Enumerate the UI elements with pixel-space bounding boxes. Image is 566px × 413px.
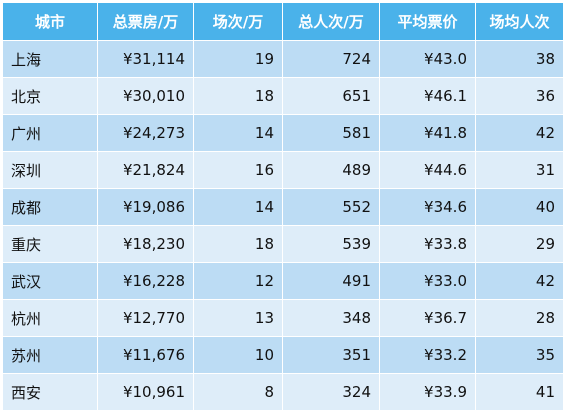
cell-total-box-office: ¥21,824 bbox=[97, 151, 194, 189]
cell-average-ticket-price: ¥33.8 bbox=[379, 225, 476, 263]
table-row: 广州 ¥24,273 14 581 ¥41.8 42 bbox=[2, 114, 564, 152]
cell-total-box-office: ¥31,114 bbox=[97, 40, 194, 78]
cell-city: 广州 bbox=[2, 114, 98, 152]
header-total-box-office: 总票房/万 bbox=[97, 2, 194, 41]
cell-admissions-per-screening: 42 bbox=[475, 262, 564, 300]
cell-city: 北京 bbox=[2, 77, 98, 115]
cell-total-box-office: ¥10,961 bbox=[97, 373, 194, 411]
cell-city: 杭州 bbox=[2, 299, 98, 337]
table-row: 重庆 ¥18,230 18 539 ¥33.8 29 bbox=[2, 225, 564, 263]
cell-average-ticket-price: ¥36.7 bbox=[379, 299, 476, 337]
table-row: 杭州 ¥12,770 13 348 ¥36.7 28 bbox=[2, 299, 564, 337]
cell-screenings: 18 bbox=[193, 77, 283, 115]
cell-city: 武汉 bbox=[2, 262, 98, 300]
table-row: 苏州 ¥11,676 10 351 ¥33.2 35 bbox=[2, 336, 564, 374]
cell-screenings: 10 bbox=[193, 336, 283, 374]
cell-screenings: 14 bbox=[193, 114, 283, 152]
header-admissions-per-screening: 场均人次 bbox=[475, 2, 564, 41]
header-screenings: 场次/万 bbox=[193, 2, 283, 41]
cell-screenings: 8 bbox=[193, 373, 283, 411]
header-row: 城市 总票房/万 场次/万 总人次/万 平均票价 场均人次 bbox=[2, 2, 564, 41]
cell-average-ticket-price: ¥46.1 bbox=[379, 77, 476, 115]
table-row: 武汉 ¥16,228 12 491 ¥33.0 42 bbox=[2, 262, 564, 300]
cell-admissions-per-screening: 38 bbox=[475, 40, 564, 78]
cell-admissions-per-screening: 41 bbox=[475, 373, 564, 411]
cell-total-admissions: 724 bbox=[282, 40, 380, 78]
cell-screenings: 13 bbox=[193, 299, 283, 337]
cell-admissions-per-screening: 31 bbox=[475, 151, 564, 189]
cell-total-admissions: 581 bbox=[282, 114, 380, 152]
cell-screenings: 19 bbox=[193, 40, 283, 78]
cell-screenings: 12 bbox=[193, 262, 283, 300]
cell-admissions-per-screening: 40 bbox=[475, 188, 564, 226]
cell-admissions-per-screening: 42 bbox=[475, 114, 564, 152]
header-average-ticket-price: 平均票价 bbox=[379, 2, 476, 41]
cell-average-ticket-price: ¥41.8 bbox=[379, 114, 476, 152]
cell-admissions-per-screening: 36 bbox=[475, 77, 564, 115]
cell-admissions-per-screening: 35 bbox=[475, 336, 564, 374]
table-row: 深圳 ¥21,824 16 489 ¥44.6 31 bbox=[2, 151, 564, 189]
table-row: 北京 ¥30,010 18 651 ¥46.1 36 bbox=[2, 77, 564, 115]
cell-city: 成都 bbox=[2, 188, 98, 226]
header-total-admissions: 总人次/万 bbox=[282, 2, 380, 41]
cell-total-box-office: ¥30,010 bbox=[97, 77, 194, 115]
cell-total-admissions: 552 bbox=[282, 188, 380, 226]
cell-screenings: 16 bbox=[193, 151, 283, 189]
cell-admissions-per-screening: 28 bbox=[475, 299, 564, 337]
cell-average-ticket-price: ¥34.6 bbox=[379, 188, 476, 226]
header-city: 城市 bbox=[2, 2, 98, 41]
cell-total-admissions: 651 bbox=[282, 77, 380, 115]
cell-city: 深圳 bbox=[2, 151, 98, 189]
cell-total-admissions: 539 bbox=[282, 225, 380, 263]
cell-total-box-office: ¥19,086 bbox=[97, 188, 194, 226]
cell-total-admissions: 351 bbox=[282, 336, 380, 374]
cell-total-box-office: ¥12,770 bbox=[97, 299, 194, 337]
cell-city: 西安 bbox=[2, 373, 98, 411]
cell-average-ticket-price: ¥44.6 bbox=[379, 151, 476, 189]
cell-city: 上海 bbox=[2, 40, 98, 78]
cell-average-ticket-price: ¥33.9 bbox=[379, 373, 476, 411]
cell-total-admissions: 348 bbox=[282, 299, 380, 337]
cell-screenings: 18 bbox=[193, 225, 283, 263]
table-row: 西安 ¥10,961 8 324 ¥33.9 41 bbox=[2, 373, 564, 411]
cell-admissions-per-screening: 29 bbox=[475, 225, 564, 263]
cell-total-admissions: 324 bbox=[282, 373, 380, 411]
cell-total-box-office: ¥24,273 bbox=[97, 114, 194, 152]
cell-average-ticket-price: ¥33.0 bbox=[379, 262, 476, 300]
cell-total-box-office: ¥16,228 bbox=[97, 262, 194, 300]
cell-total-admissions: 491 bbox=[282, 262, 380, 300]
cell-average-ticket-price: ¥43.0 bbox=[379, 40, 476, 78]
cell-screenings: 14 bbox=[193, 188, 283, 226]
cell-total-box-office: ¥11,676 bbox=[97, 336, 194, 374]
cell-average-ticket-price: ¥33.2 bbox=[379, 336, 476, 374]
cell-city: 苏州 bbox=[2, 336, 98, 374]
cell-total-box-office: ¥18,230 bbox=[97, 225, 194, 263]
cell-city: 重庆 bbox=[2, 225, 98, 263]
table-row: 上海 ¥31,114 19 724 ¥43.0 38 bbox=[2, 40, 564, 78]
cell-total-admissions: 489 bbox=[282, 151, 380, 189]
table-row: 成都 ¥19,086 14 552 ¥34.6 40 bbox=[2, 188, 564, 226]
